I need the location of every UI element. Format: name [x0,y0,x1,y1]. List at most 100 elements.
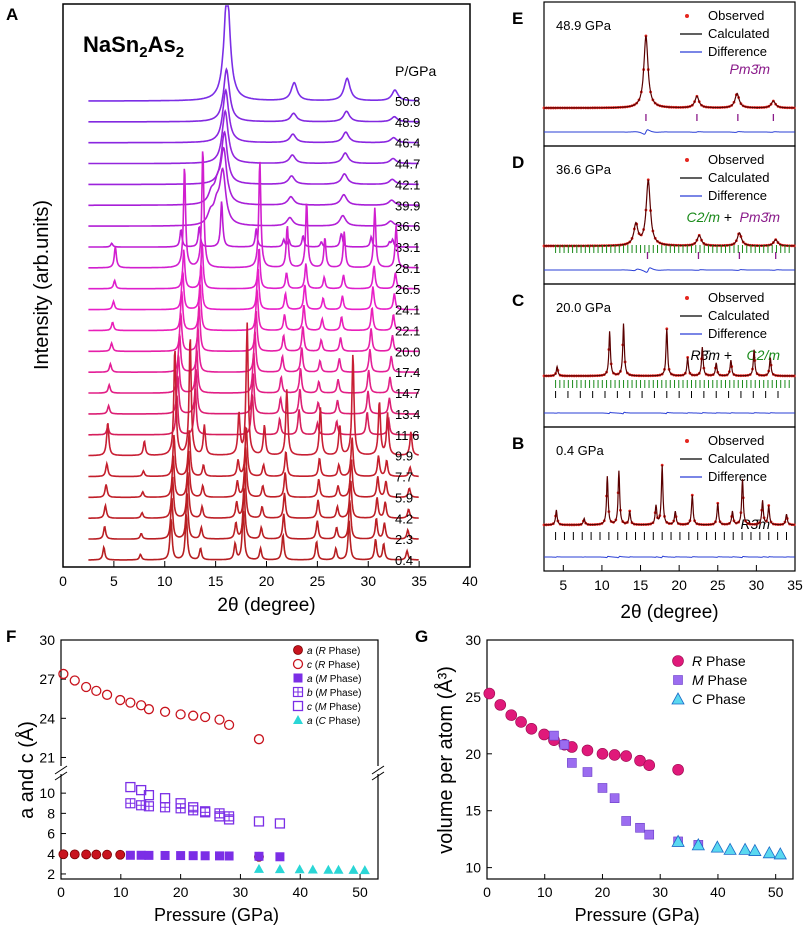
g-point [596,748,609,760]
f-point [115,849,126,860]
legend-observed: Observed [708,433,764,448]
pressure-label: 42.1 [395,177,420,192]
pattern-2.3-gpa [88,488,419,540]
panel-f-ytick-label: 27 [39,671,55,687]
panel-letter-a: A [6,5,18,24]
pattern-42.1-gpa [88,130,419,186]
pattern-39.9-gpa [88,146,419,207]
panel-f-frame [60,639,379,880]
f-point [188,710,199,721]
g-point [483,687,496,700]
panel-g-xlabel: Pressure (GPa) [575,905,700,925]
pressure-label: 13.4 [395,407,420,422]
panel-c-phase-plus: + [724,347,732,363]
f-point [159,706,171,717]
f-legend-label: b (M Phase) [307,688,361,699]
g-point [559,739,570,750]
panel-letter-d: D [512,153,524,172]
legend-difference: Difference [708,44,767,59]
g-point [505,709,518,721]
pressure-label: 28.1 [395,261,420,276]
panel-g-xtick-label: 20 [595,884,611,900]
legend-difference: Difference [708,469,767,484]
panel-c-pressure: 20.0 GPa [556,300,612,315]
pressure-label: 26.5 [395,282,420,297]
panel-g-ylabel: volume per atom (Å³) [434,666,457,854]
g-point [538,728,550,741]
f-legend-label: a (C Phase) [307,716,360,727]
g-point [567,758,577,768]
f-point [199,711,211,723]
f-point [143,790,155,801]
f-point [274,818,286,829]
pressure-label: 20.0 [395,344,420,359]
f-point [200,851,210,861]
panel-b-difference [544,555,795,559]
legend-observed-marker [685,158,689,162]
panel-e-phase: Pm3̄m [730,61,771,77]
f-legend-marker [293,645,303,655]
g-legend-marker [673,675,683,685]
panel-f-ytick-label: 10 [39,785,55,801]
pressure-label: 0.4 [395,553,413,568]
f-point [143,704,155,715]
panel-a-xtick-label: 30 [360,573,376,589]
pressure-label: 9.9 [395,449,413,464]
panel-c-phase-1: R3̄m [690,347,720,363]
pattern-9.9-gpa [88,322,419,457]
g-point [635,822,645,833]
panel-g-ytick-label: 10 [465,860,481,876]
f-legend-marker [292,658,304,670]
f-point [199,806,211,817]
legend-calculated: Calculated [708,26,769,41]
f-legend-label: a (R Phase) [307,646,360,657]
panel-d-difference [544,267,795,273]
panel-b-pressure: 0.4 GPa [556,443,604,458]
legend-difference: Difference [708,188,767,203]
legend-calculated: Calculated [708,308,769,323]
panel-b-xlabel: 2θ (degree) [620,602,718,623]
g-point [620,750,632,762]
panel-f-xtick-label: 30 [233,884,249,900]
g-point [525,722,538,735]
panel-d-pressure: 36.6 GPa [556,162,612,177]
f-point [144,850,154,860]
f-point [91,685,102,697]
axis-break-mark [54,765,68,775]
legend-observed: Observed [708,152,764,167]
g-point [762,845,777,859]
f-point [176,851,186,861]
g-legend-label: R Phase [692,653,746,669]
panel-g-ytick-label: 15 [465,803,481,819]
panel-f-xtick-label: 40 [292,884,308,900]
panel-a-xtick-label: 15 [208,573,224,589]
pressure-label: 33.1 [395,240,420,255]
g-point [643,759,656,771]
g-point [644,829,655,840]
f-point [223,719,235,730]
legend-observed-marker [685,14,689,18]
panel-b-xtick-label: 30 [749,577,765,593]
f-point [175,709,186,720]
pressure-label: 5.9 [395,490,413,505]
legend-calculated: Calculated [708,170,769,185]
panel-letter-b: B [512,434,524,453]
panel-a-title: NaSn2As2 [83,32,184,61]
panel-e-difference [544,129,795,135]
g-legend-label: M Phase [692,672,747,688]
f-point [274,864,285,874]
panel-f-ytick-label: 6 [47,826,55,842]
legend-observed: Observed [708,8,764,23]
pattern-4.2-gpa [88,467,419,519]
pattern-26.5-gpa [88,242,419,290]
legend-observed-marker [685,439,689,443]
axis-break-mark [371,765,385,775]
legend-difference: Difference [708,326,767,341]
f-point [101,689,113,700]
pattern-48.9-gpa [88,67,419,123]
f-point [69,675,80,686]
pattern-50.8-gpa [88,5,419,102]
g-legend-marker [672,655,684,667]
pressure-label: 17.4 [395,365,420,380]
pattern-5.9-gpa [88,447,419,499]
